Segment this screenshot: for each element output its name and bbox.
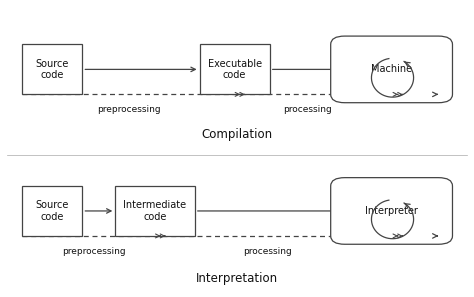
Text: preprocessing: preprocessing [98, 105, 161, 114]
FancyBboxPatch shape [115, 186, 195, 236]
Text: Source
code: Source code [35, 200, 69, 222]
FancyBboxPatch shape [331, 36, 453, 103]
Text: Interpreter: Interpreter [365, 206, 418, 216]
Text: Machine: Machine [371, 64, 412, 74]
FancyBboxPatch shape [331, 178, 453, 244]
Text: Source
code: Source code [35, 59, 69, 80]
Text: processing: processing [243, 247, 292, 256]
FancyBboxPatch shape [200, 45, 270, 94]
Text: processing: processing [283, 105, 332, 114]
Text: preprocessing: preprocessing [62, 247, 126, 256]
Text: Executable
code: Executable code [208, 59, 262, 80]
Text: Interpretation: Interpretation [196, 272, 278, 285]
Text: Compilation: Compilation [201, 128, 273, 141]
FancyBboxPatch shape [21, 45, 82, 94]
Text: Intermediate
code: Intermediate code [123, 200, 187, 222]
FancyBboxPatch shape [21, 186, 82, 236]
